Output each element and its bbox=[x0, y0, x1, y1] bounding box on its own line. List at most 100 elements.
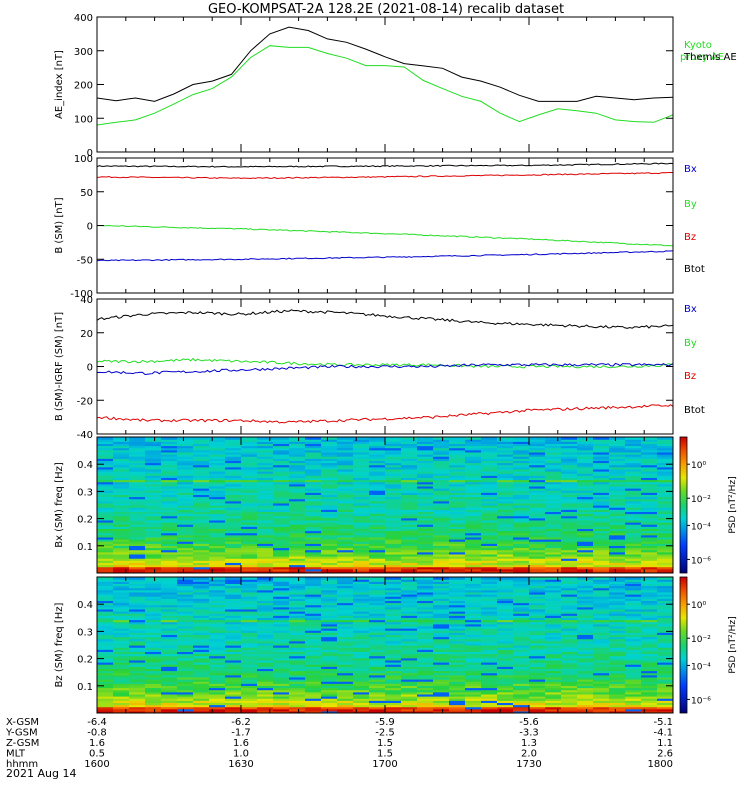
spectrogram-cell bbox=[561, 606, 578, 610]
spectrogram-cell bbox=[609, 638, 626, 642]
spectrogram-cell bbox=[641, 462, 658, 466]
spectrogram-cell bbox=[161, 530, 178, 534]
spectrogram-cell bbox=[193, 702, 210, 706]
spectrogram-cell bbox=[593, 600, 610, 604]
spectrogram-cell bbox=[513, 668, 530, 672]
spectrogram-cell bbox=[225, 604, 242, 608]
spectrogram-cell bbox=[593, 500, 610, 504]
spectrogram-cell bbox=[145, 702, 162, 706]
spectrogram-cell bbox=[625, 596, 642, 599]
spectrogram-cell bbox=[481, 679, 498, 682]
series-group bbox=[97, 309, 673, 424]
spectrogram-cell bbox=[113, 558, 130, 561]
spectrogram-cell bbox=[241, 651, 258, 655]
spectrogram-cell bbox=[273, 613, 290, 616]
spectrogram-cell bbox=[545, 570, 562, 573]
spectrogram-cell bbox=[481, 604, 498, 608]
spectrogram-cell bbox=[641, 630, 658, 633]
ephemeris-value: -5.6 bbox=[519, 717, 539, 728]
spectrogram-cell bbox=[593, 689, 610, 693]
spectrogram-cell bbox=[97, 509, 114, 512]
spectrogram-cell bbox=[577, 549, 594, 553]
spectrogram-cell bbox=[97, 642, 114, 646]
spectrogram-cell bbox=[225, 645, 242, 648]
spectrogram-cell bbox=[625, 649, 642, 652]
spectrogram-cell bbox=[209, 536, 226, 540]
spectrogram-cell bbox=[209, 706, 226, 710]
spectrogram-cell bbox=[529, 443, 546, 447]
spectrogram-cell bbox=[385, 615, 402, 618]
spectrogram-cell bbox=[481, 458, 498, 461]
spectrogram-cell bbox=[625, 706, 642, 710]
spectrogram-cell bbox=[385, 462, 402, 466]
spectrogram-cell bbox=[401, 502, 418, 506]
spectrogram-cell bbox=[113, 640, 130, 644]
spectrogram-cell bbox=[321, 683, 338, 686]
spectrogram-cell bbox=[433, 547, 450, 551]
spectrogram-cell bbox=[97, 545, 114, 549]
spectrogram-cell bbox=[561, 642, 578, 646]
spectrogram-cell bbox=[641, 632, 658, 635]
spectrogram-cell bbox=[417, 649, 434, 652]
spectrogram-cell bbox=[417, 496, 434, 500]
spectrogram-cell bbox=[193, 602, 210, 606]
spectrogram-cell bbox=[417, 653, 434, 657]
spectrogram-cell bbox=[273, 657, 290, 661]
spectrogram-cell bbox=[417, 591, 434, 595]
spectrogram-cell bbox=[257, 524, 274, 527]
spectrogram-cell bbox=[449, 691, 466, 695]
spectrogram-cell bbox=[401, 568, 418, 572]
spectrogram-cell bbox=[609, 496, 626, 500]
spectrogram-cell bbox=[273, 683, 290, 686]
ephemeris-table: X-GSM -6.4 -6.2 -5.9 -5.6 -5.1Y-GSM -0.8 -1.7 -2… bbox=[5, 717, 673, 770]
spectrogram-cell bbox=[193, 619, 210, 623]
spectrogram-cell bbox=[161, 541, 178, 544]
spectrogram-cell bbox=[545, 628, 562, 631]
spectrogram-cell bbox=[577, 577, 594, 580]
spectrogram-cell bbox=[177, 668, 194, 672]
spectrogram-cell bbox=[577, 562, 594, 566]
colorbar-tick-label: 10⁻⁴ bbox=[691, 522, 711, 532]
spectrogram-cell bbox=[657, 471, 673, 474]
spectrogram-cell bbox=[177, 659, 194, 663]
spectrogram-cell bbox=[369, 630, 386, 633]
spectrogram-cell bbox=[145, 611, 162, 614]
spectrogram-cell bbox=[241, 560, 258, 563]
spectrogram-cell bbox=[481, 611, 498, 614]
spectrogram-cell bbox=[129, 560, 146, 563]
spectrogram-cell bbox=[305, 513, 322, 517]
spectrogram-cell bbox=[641, 534, 658, 538]
spectrogram-cell bbox=[609, 640, 626, 644]
spectrogram-cell bbox=[481, 543, 498, 546]
spectrogram-cell bbox=[449, 568, 466, 572]
spectrogram-cell bbox=[465, 628, 482, 631]
spectrogram-cell bbox=[305, 642, 322, 646]
spectrogram-cell bbox=[113, 462, 130, 466]
spectrogram-cell bbox=[209, 492, 226, 495]
spectrogram-cell bbox=[417, 666, 434, 669]
spectrogram-cell bbox=[369, 632, 386, 635]
spectrogram-cell bbox=[577, 532, 594, 536]
spectrogram-cell bbox=[433, 456, 450, 459]
spectrogram-cell bbox=[417, 683, 434, 686]
spectrogram-cell bbox=[529, 490, 546, 493]
spectrogram-cell bbox=[97, 468, 114, 472]
spectrogram-cell bbox=[449, 515, 466, 519]
spectrogram-cell bbox=[369, 481, 386, 485]
spectrogram-cell bbox=[561, 451, 578, 455]
spectrogram-cell bbox=[209, 437, 226, 440]
spectrogram-cell bbox=[337, 602, 354, 606]
spectrogram-cell bbox=[225, 522, 242, 525]
spectrogram-cell bbox=[401, 591, 418, 595]
spectrogram-cell bbox=[609, 630, 626, 633]
spectrogram-cell bbox=[97, 462, 114, 466]
spectrogram-cell bbox=[641, 606, 658, 610]
spectrogram-cell bbox=[529, 462, 546, 466]
spectrogram-cell bbox=[97, 649, 114, 652]
spectrogram-cell bbox=[449, 496, 466, 500]
spectrogram-cell bbox=[273, 456, 290, 459]
spectrogram-cell bbox=[225, 670, 242, 674]
spectrogram-cell bbox=[257, 621, 274, 625]
spectrogram-cell bbox=[497, 558, 514, 561]
spectrogram-cell bbox=[257, 598, 274, 601]
